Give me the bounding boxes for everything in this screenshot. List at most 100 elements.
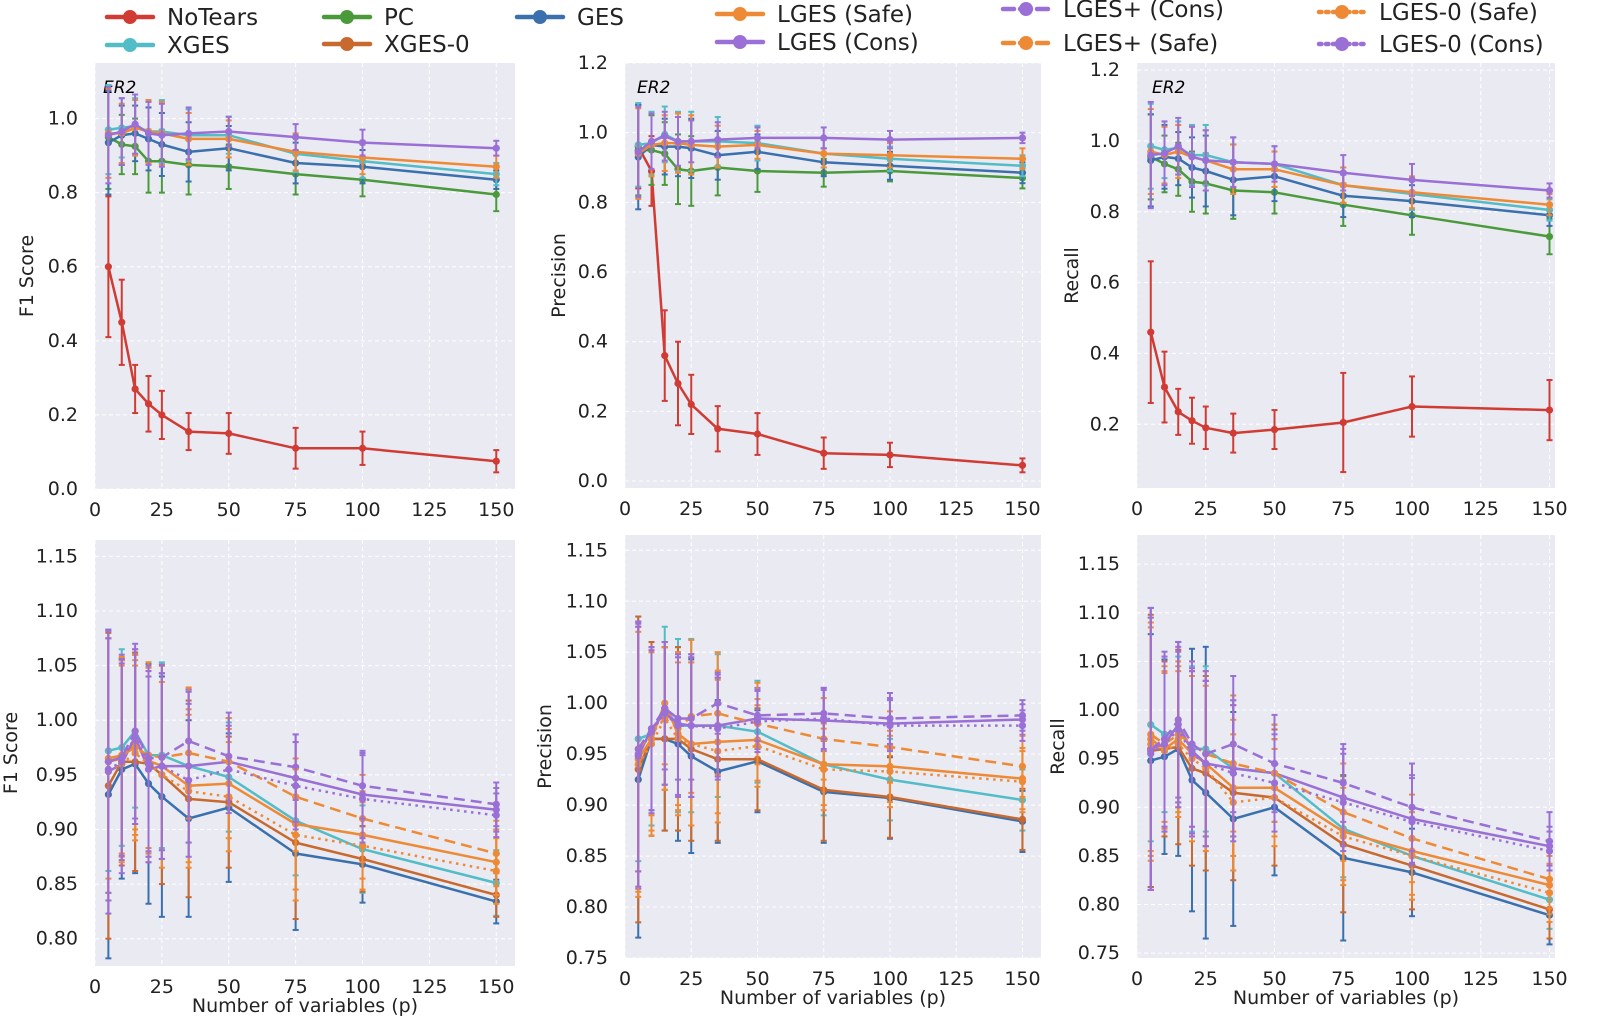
x-tick-label: 25	[150, 976, 174, 998]
x-tick-label: 125	[938, 968, 974, 990]
data-point	[225, 429, 233, 438]
y-tick-label: 0.6	[48, 256, 78, 278]
legend-marker-lges0_safe	[1335, 5, 1349, 19]
data-point	[1408, 176, 1416, 184]
plot-area	[625, 63, 1041, 488]
series-line-notears	[107, 266, 497, 463]
panel-bottom-left: 0.80 0.85 0.90 0.95 1.00 1.05 1.10 1.15 0 25 50 75 1…	[0, 540, 515, 1017]
y-tick-label: 0.8	[578, 191, 608, 213]
data-point	[714, 425, 722, 433]
y-tick-label: 1.15	[1078, 553, 1120, 575]
legend-entry-ges: GES	[514, 5, 624, 31]
series-notears	[104, 195, 500, 474]
y-tick-label: 1.10	[1078, 602, 1120, 624]
data-point	[1270, 160, 1279, 168]
series-line-lgesp_cons	[108, 729, 497, 806]
x-tick-label: 50	[1262, 498, 1286, 520]
series-line-pc	[638, 148, 1023, 180]
data-point	[1545, 847, 1554, 855]
data-point	[886, 722, 894, 730]
x-tick-label: 50	[217, 499, 241, 521]
series-line-xges0	[107, 760, 497, 897]
x-tick-label: 0	[619, 498, 631, 520]
data-point	[144, 400, 153, 408]
plot-area	[625, 535, 1041, 958]
data-point	[687, 137, 695, 145]
y-tick-label: 1.0	[1090, 130, 1120, 152]
series-line-lgesp_cons	[637, 701, 1023, 750]
data-point	[1339, 418, 1347, 427]
data-point	[118, 318, 126, 326]
series-line-lges0_safe	[637, 717, 1023, 783]
data-point	[1174, 142, 1182, 150]
y-tick-label: 0.4	[48, 330, 78, 352]
data-point	[1202, 759, 1210, 768]
y-tick-label: 0.75	[1078, 942, 1120, 964]
legend-label-notears: NoTears	[167, 5, 258, 31]
data-point	[820, 149, 828, 158]
x-tick-label: 25	[679, 498, 703, 520]
data-point	[753, 134, 762, 142]
data-point	[886, 767, 894, 776]
legend-marker-pc	[340, 10, 354, 24]
data-point	[185, 776, 193, 784]
legend-entry-xges: XGES	[104, 33, 230, 59]
series-line-lgesp_safe	[108, 746, 497, 855]
data-point	[634, 750, 642, 758]
panel-annotation: ER2	[103, 78, 136, 98]
y-tick-label: 1.15	[566, 539, 608, 561]
series-line-ges	[1150, 155, 1550, 217]
legend-label-xges: XGES	[167, 33, 230, 59]
legend: NoTears PC GES LGES (Safe) LGES+ (Cons) LGES-…	[104, 0, 1544, 59]
data-point	[1545, 232, 1554, 241]
series-line-lgesp_safe	[637, 712, 1023, 768]
legend-entry-pc: PC	[321, 5, 414, 31]
y-tick-label: 0.4	[578, 331, 608, 353]
x-tick-label: 150	[1004, 968, 1040, 990]
legend-label-lges_safe: LGES (Safe)	[777, 2, 913, 28]
data-point	[1160, 383, 1169, 391]
legend-marker-xges0	[340, 37, 354, 51]
data-point	[1545, 889, 1554, 897]
data-point	[131, 120, 139, 128]
legend-marker-ges	[533, 10, 547, 24]
y-tick-label: 0.85	[1078, 845, 1120, 867]
data-point	[1147, 328, 1155, 336]
x-tick-label: 25	[1194, 498, 1218, 520]
data-point	[104, 765, 112, 773]
data-point	[1545, 201, 1554, 209]
x-tick-label: 0	[1131, 968, 1143, 990]
x-tick-label: 75	[1331, 968, 1355, 990]
y-tick-label: 0.0	[578, 470, 608, 492]
data-point	[714, 725, 722, 733]
data-point	[661, 352, 669, 360]
x-tick-label: 0	[619, 968, 631, 990]
data-point	[1270, 425, 1279, 434]
y-tick-label: 1.05	[1078, 650, 1120, 672]
y-tick-label: 0.2	[578, 400, 608, 422]
x-tick-label: 25	[150, 499, 174, 521]
x-axis-label: Number of variables (p)	[1233, 987, 1459, 1009]
series-line-lges0_cons	[1150, 728, 1550, 853]
y-tick-label: 0.75	[566, 947, 608, 969]
x-tick-label: 150	[1004, 498, 1040, 520]
legend-entry-lges_safe: LGES (Safe)	[714, 2, 913, 28]
y-tick-label: 1.0	[578, 122, 608, 144]
x-tick-label: 125	[938, 498, 974, 520]
y-tick-label: 0.95	[566, 743, 608, 765]
x-tick-label: 75	[1331, 498, 1355, 520]
y-axis-label: F1 Score	[16, 235, 38, 317]
x-tick-label: 100	[872, 498, 908, 520]
y-tick-label: 1.2	[578, 52, 608, 74]
series-line-lges_cons	[1150, 144, 1550, 192]
data-point	[1270, 779, 1279, 787]
y-axis-label: Precision	[534, 704, 556, 789]
series-notears	[1147, 260, 1554, 474]
data-point	[886, 451, 894, 459]
data-point	[144, 129, 153, 137]
panel-top-right: 0.2 0.4 0.6 0.8 1.0 1.2 0 25 50 75 100 125 150 Recall…	[1061, 59, 1568, 520]
data-point	[1018, 778, 1027, 786]
x-tick-label: 100	[344, 976, 380, 998]
x-tick-label: 25	[679, 968, 703, 990]
x-tick-label: 0	[1131, 498, 1143, 520]
